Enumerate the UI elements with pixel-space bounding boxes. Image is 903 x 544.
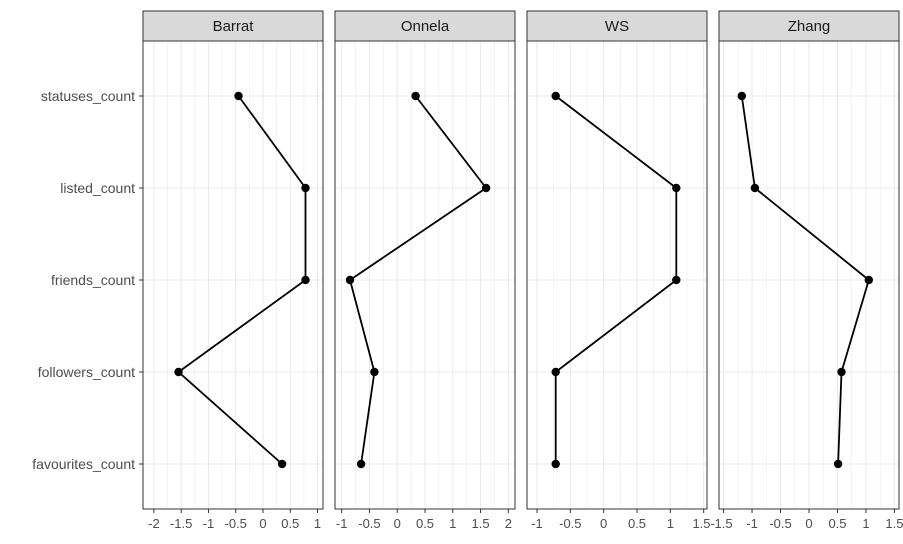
x-tick-label: -2 — [148, 516, 160, 531]
facet-panel-zhang: Zhang 1.5 -1 -0.5 0 0.5 1 1.5 — [715, 10, 903, 531]
x-tick-label: -0.5 — [559, 516, 581, 531]
data-point — [672, 183, 681, 193]
data-point — [737, 91, 746, 101]
y-tick-label: statuses_count — [41, 88, 135, 104]
y-tick-label: listed_count — [60, 180, 135, 196]
data-point — [551, 91, 560, 101]
x-tick-label: 0 — [600, 516, 607, 531]
data-point — [301, 183, 310, 193]
facet-strip-label: Onnela — [401, 18, 450, 35]
data-point — [551, 367, 560, 377]
x-tick-label: -1.5 — [170, 516, 192, 531]
data-point — [551, 459, 560, 469]
y-axis: statuses_count listed_count friends_countf… — [32, 88, 143, 472]
facet-panel-barrat: Barrat -2 -1.5 -1 -0.5 0 0.5 1 — [142, 10, 324, 531]
panels-layer: Barrat -2 -1.5 -1 -0.5 0 0.5 1 Onnela -1 -0.5 0 0.5 1… — [142, 10, 903, 531]
x-tick-label: 0 — [805, 516, 812, 531]
data-point — [345, 275, 355, 285]
x-tick-label: 1.5 — [885, 516, 903, 531]
x-tick-label: -0.5 — [225, 516, 247, 531]
data-point — [356, 459, 366, 469]
x-tick-label: 0 — [394, 516, 401, 531]
data-point — [481, 183, 491, 193]
x-tick-label: 0.5 — [416, 516, 434, 531]
data-point — [837, 367, 846, 377]
x-tick-label: 0.5 — [628, 516, 646, 531]
data-point — [234, 91, 243, 101]
y-tick-label: favourites_count — [32, 456, 135, 472]
data-point — [370, 367, 379, 377]
x-tick-label: -1 — [336, 516, 348, 531]
data-point — [864, 275, 873, 285]
data-point — [833, 459, 843, 469]
facet-panel-onnela: Onnela -1 -0.5 0 0.5 1 1.5 2 — [334, 10, 516, 531]
x-tick-label: 0.5 — [828, 516, 846, 531]
facet-strip — [142, 10, 324, 42]
x-tick-label: -1 — [531, 516, 543, 531]
data-point — [277, 459, 287, 469]
x-tick-label: 1.5 — [472, 516, 490, 531]
x-tick-label: 2 — [505, 516, 512, 531]
panel-background — [143, 41, 323, 509]
x-tick-label: -1 — [203, 516, 215, 531]
x-tick-label: 1.5- — [692, 516, 714, 531]
x-tick-label: 1 — [314, 516, 321, 531]
y-tick-label: followers_count — [38, 364, 135, 380]
data-point — [750, 183, 760, 193]
data-point — [301, 275, 310, 285]
facet-strip-label: Barrat — [213, 18, 255, 35]
data-point — [672, 275, 681, 285]
facet-strip — [334, 10, 516, 42]
facet-strip-label: WS — [605, 18, 629, 35]
facet-strip — [526, 10, 708, 42]
x-tick-label: 1 — [862, 516, 869, 531]
x-tick-label: 1 — [449, 516, 456, 531]
data-point — [411, 91, 420, 101]
panel-background — [527, 41, 707, 509]
x-tick-label: -1 — [746, 516, 758, 531]
x-tick-label: 1.5 — [715, 516, 733, 531]
facet-strip — [718, 10, 900, 42]
x-tick-label: -0.5 — [769, 516, 791, 531]
x-tick-label: 0 — [259, 516, 266, 531]
x-tick-label: 0.5 — [281, 516, 299, 531]
y-tick-label: friends_count — [51, 272, 135, 288]
x-tick-label: -0.5 — [358, 516, 380, 531]
data-point — [174, 367, 183, 377]
facet-strip-label: Zhang — [788, 18, 831, 35]
x-tick-label: 1 — [667, 516, 674, 531]
facet-panel-ws: WS -1 -0.5 0 0.5 1 1.5- — [526, 10, 715, 531]
